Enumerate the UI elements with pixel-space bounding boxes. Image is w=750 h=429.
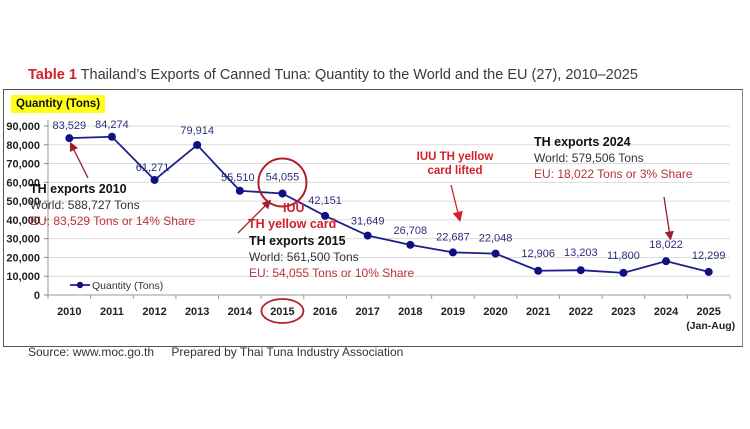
- table-number: Table 1: [28, 67, 77, 83]
- data-point: [704, 267, 713, 276]
- title-text: Thailand’s Exports of Canned Tuna: Quant…: [76, 67, 638, 83]
- data-label: 42,151: [308, 195, 342, 207]
- legend-label: Quantity (Tons): [92, 280, 163, 292]
- annotation-world: World: 588,727 Tons: [30, 198, 140, 212]
- highlight-circle-2015-axis: [260, 298, 305, 324]
- y-tick-label: 50,000: [6, 196, 40, 208]
- data-label: 83,529: [52, 120, 86, 132]
- y-tick-label: 0: [34, 290, 40, 302]
- y-tick-label: 80,000: [6, 140, 40, 152]
- series-line: [69, 135, 709, 274]
- x-tick-label: 2011: [100, 306, 124, 318]
- data-point: [235, 186, 244, 195]
- annotation-heading: TH exports 2010: [30, 182, 127, 196]
- x-tick-sublabel: (Jan-Aug): [686, 320, 735, 332]
- data-point: [534, 266, 543, 275]
- annotation-line: IUU TH yellow: [416, 151, 494, 163]
- annotation-world: World: 579,506 Tons: [534, 151, 644, 165]
- y-tick-label: 40,000: [6, 215, 40, 227]
- data-point: [363, 231, 372, 240]
- data-label: 31,649: [351, 216, 385, 228]
- y-tick-label: 90,000: [6, 121, 40, 133]
- data-point: [107, 132, 116, 141]
- data-label: 26,708: [393, 225, 427, 237]
- x-tick-label: 2014: [228, 306, 253, 318]
- annotation-eu: EU: 83,529 Tons or 14% Share: [30, 214, 196, 228]
- y-tick-label: 60,000: [6, 177, 40, 189]
- data-label: 22,687: [436, 231, 470, 243]
- data-point: [278, 189, 287, 198]
- y-axis-label: Quantity (Tons): [11, 95, 106, 113]
- data-point: [491, 249, 500, 258]
- x-tick-label: 2024: [654, 306, 679, 318]
- data-point: [662, 257, 671, 266]
- legend-marker-swatch: [76, 281, 84, 289]
- data-label: 11,800: [607, 250, 640, 262]
- x-tick-label: 2019: [441, 306, 465, 318]
- x-tick-label: 2016: [313, 306, 337, 318]
- data-point: [619, 268, 628, 277]
- data-point: [321, 211, 330, 220]
- data-label: 12,299: [692, 250, 726, 262]
- data-label: 55,510: [221, 172, 255, 184]
- annotation-th-exports-2010: TH exports 2010 World: 588,727 Tons EU: …: [30, 181, 195, 229]
- data-point: [193, 140, 202, 149]
- y-tick-label: 10,000: [6, 271, 40, 283]
- data-label: 54,055: [266, 171, 300, 183]
- x-tick-label: 2020: [483, 306, 507, 318]
- highlight-circle-2015-point: [257, 157, 308, 208]
- data-point: [65, 134, 74, 143]
- annotation-line: card lifted: [427, 165, 483, 177]
- x-tick-label: 2012: [142, 306, 166, 318]
- chart-title: Table 1 Thailand’s Exports of Canned Tun…: [28, 67, 638, 83]
- y-tick-label: 70,000: [6, 159, 40, 171]
- annotation-iuu-yellow-card-lifted: IUU TH yellow card lifted: [410, 150, 500, 178]
- chart-frame: [3, 89, 743, 347]
- x-tick-label: 2010: [57, 306, 81, 318]
- x-tick-label: 2018: [398, 306, 422, 318]
- data-label: 22,048: [479, 233, 513, 245]
- data-label: 12,906: [521, 248, 555, 260]
- x-tick-label: 2021: [526, 306, 550, 318]
- arrow-2024: [663, 196, 674, 241]
- annotation-th-exports-2024: TH exports 2024 World: 579,506 Tons EU: …: [534, 134, 693, 182]
- x-tick-label: 2015: [270, 306, 294, 318]
- data-point: [406, 240, 415, 249]
- annotation-eu: EU: 54,055 Tons or 10% Share: [249, 266, 415, 280]
- y-tick-label: 20,000: [6, 252, 40, 264]
- annotation-iuu-label: IUU: [283, 201, 305, 215]
- x-tick-label: 2025: [696, 306, 720, 318]
- arrow-yellow-card-lifted: [450, 184, 463, 223]
- annotation-world: World: 561,500 Tons: [249, 250, 359, 264]
- annotation-heading: TH exports 2024: [534, 135, 631, 149]
- annotation-eu: EU: 18,022 Tons or 3% Share: [534, 167, 693, 181]
- y-tick-label: 30,000: [6, 234, 40, 246]
- data-point: [150, 175, 159, 184]
- x-tick-label: 2023: [611, 306, 635, 318]
- chart-footer: Source: www.moc.go.th Prepared by Thai T…: [28, 345, 403, 359]
- annotation-th-exports-2015: TH exports 2015 World: 561,500 Tons EU: …: [249, 233, 414, 281]
- source-note: Source: www.moc.go.th: [28, 345, 155, 359]
- data-label: 84,274: [95, 119, 129, 131]
- prepared-by-note: Prepared by Thai Tuna Industry Associati…: [171, 345, 404, 359]
- data-label: 61,271: [136, 162, 170, 174]
- annotation-heading: TH exports 2015: [249, 234, 346, 248]
- x-tick-label: 2022: [569, 306, 593, 318]
- annotation-th-yellow-card: TH yellow card: [248, 217, 337, 231]
- x-tick-label: 2013: [185, 306, 209, 318]
- data-point: [576, 266, 585, 275]
- arrow-iuu-2015: [237, 199, 272, 234]
- data-label: 79,914: [180, 125, 214, 137]
- x-tick-label: 2017: [355, 306, 379, 318]
- arrow-2010: [69, 141, 89, 179]
- data-label: 13,203: [564, 247, 598, 259]
- data-point: [448, 248, 457, 257]
- data-label: 18,022: [649, 239, 683, 251]
